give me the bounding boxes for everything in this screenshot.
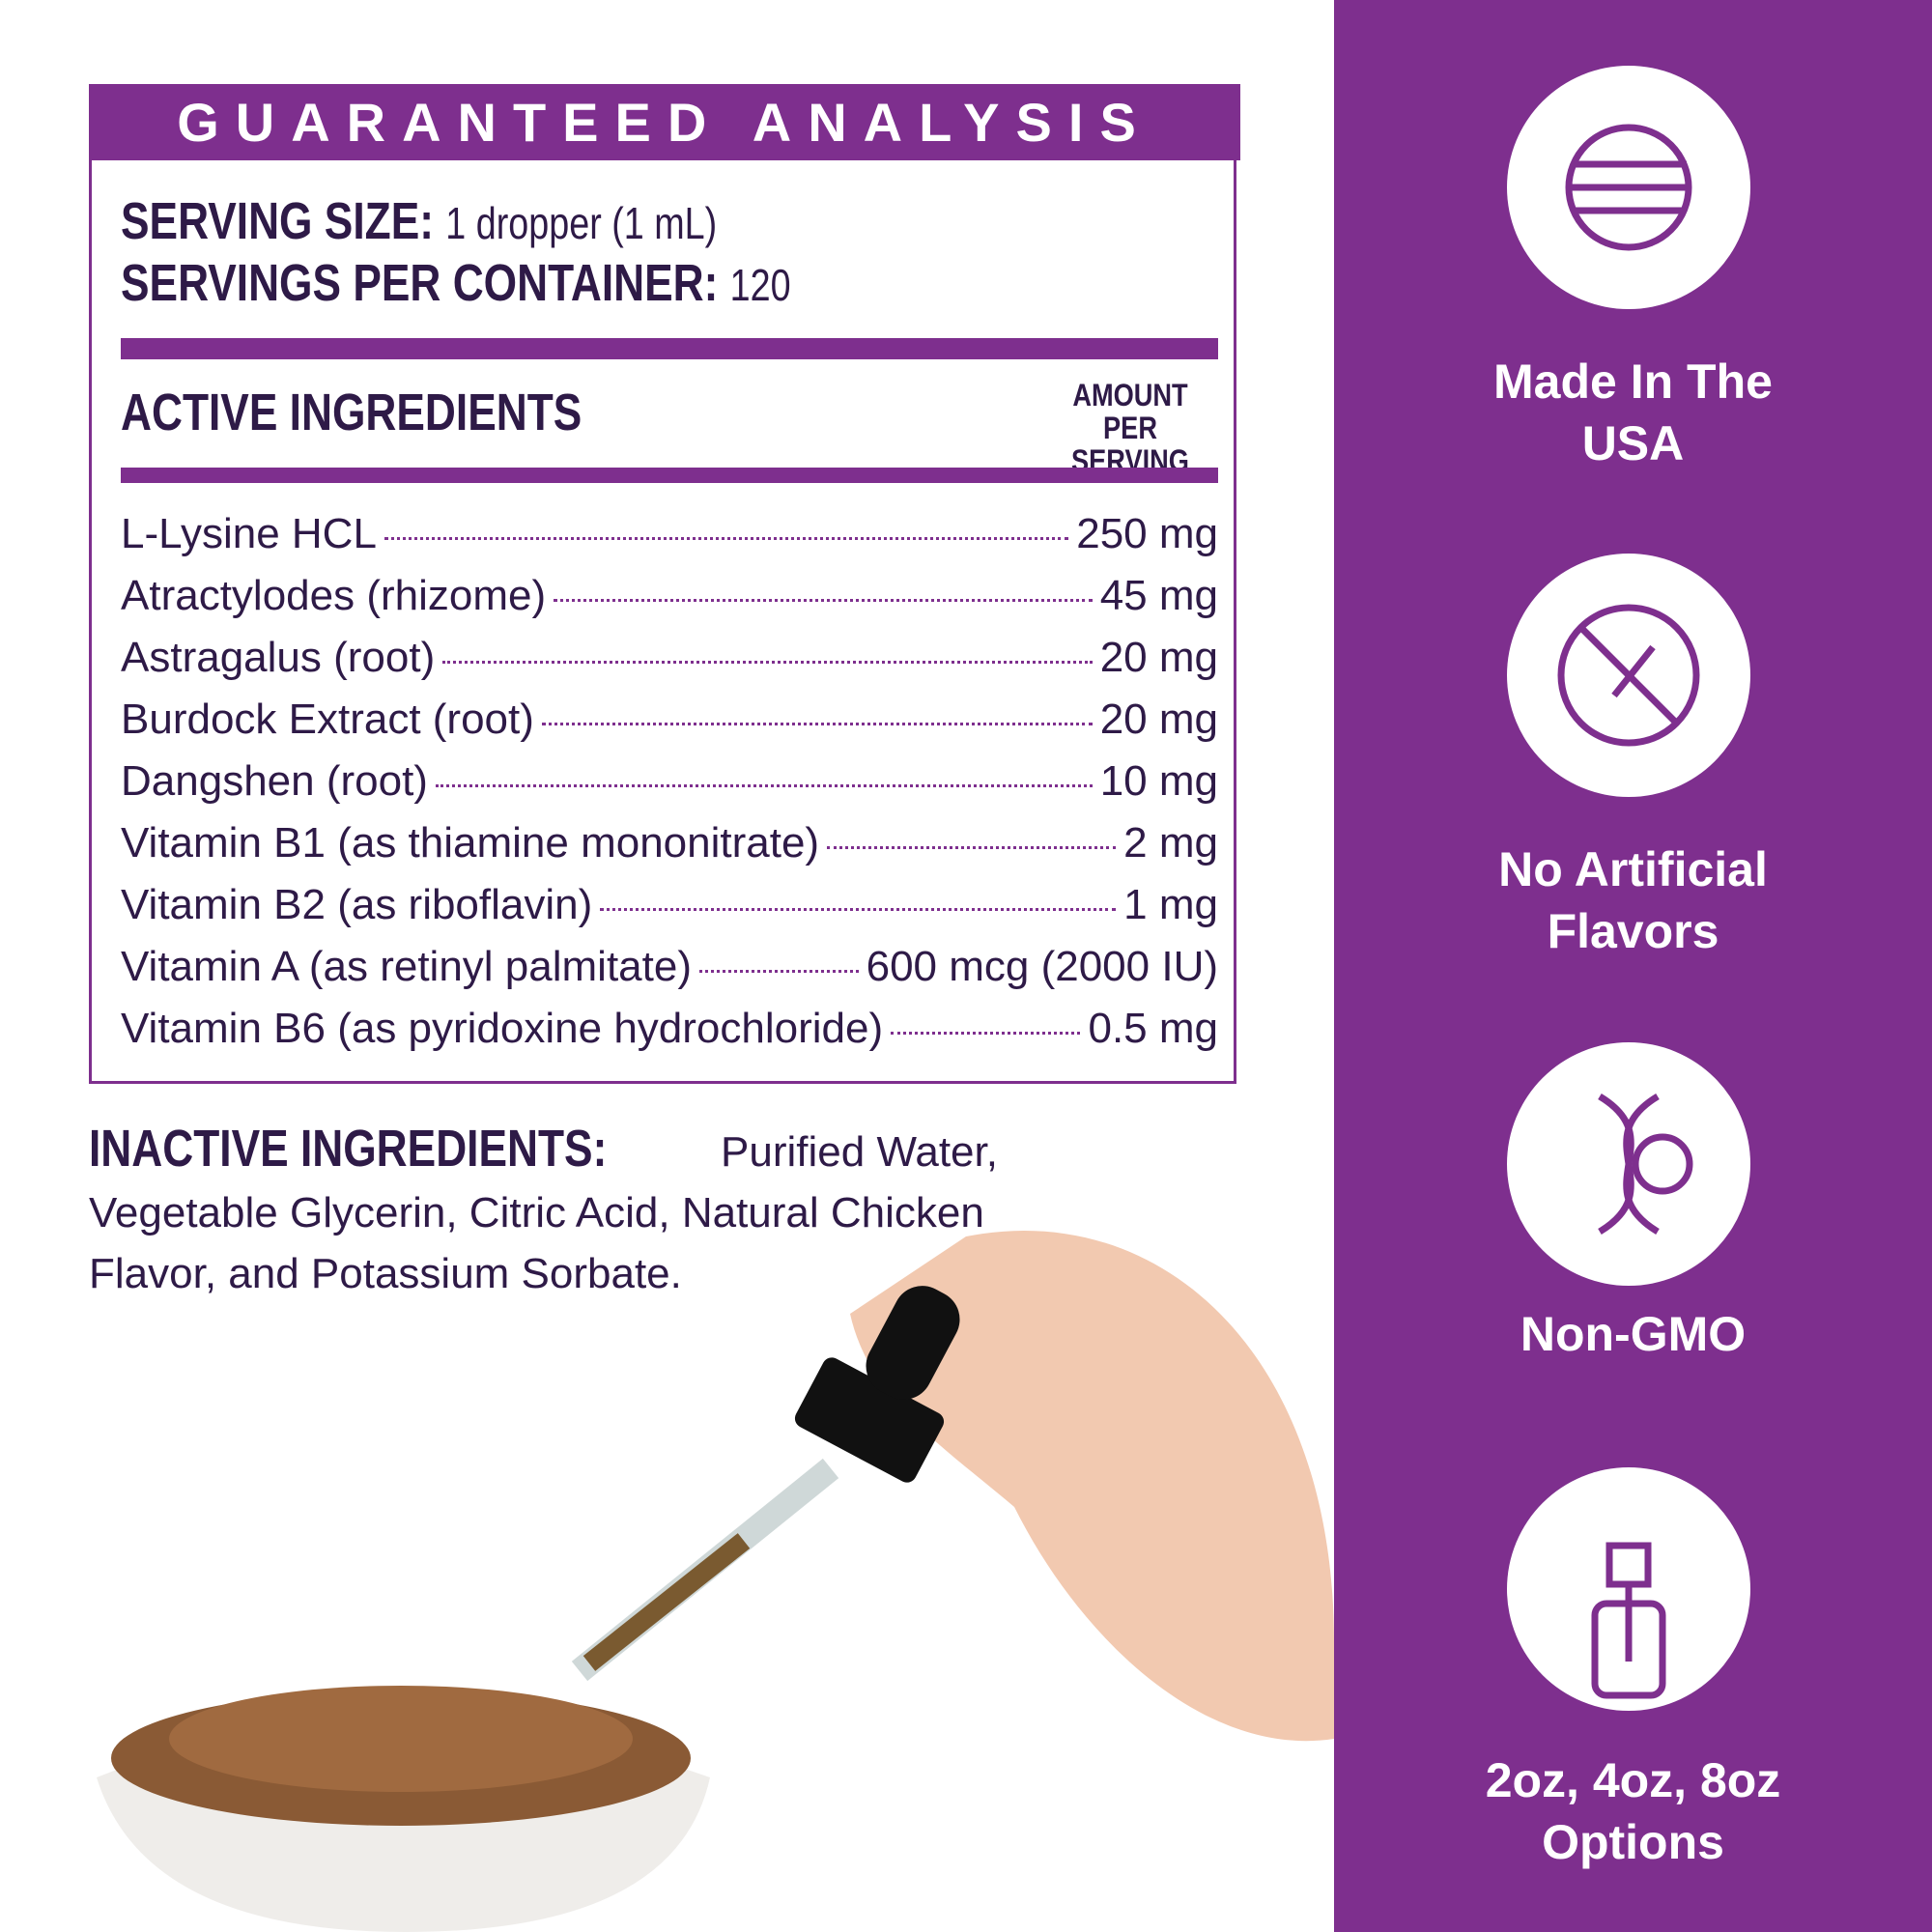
ingredient-list: L-Lysine HCL 250 mg Atractylodes (rhizome)… (121, 510, 1218, 1066)
ingredient-amount: 20 mg (1099, 634, 1218, 681)
ingredient-amount: 10 mg (1099, 757, 1218, 805)
value: 1 dropper (1 mL) (445, 198, 718, 248)
feature-text: 2oz, 4oz, 8oz Options (1485, 1753, 1781, 1869)
ingredient-amount: 1 mg (1123, 881, 1218, 928)
ingredient-name: Vitamin B2 (as riboflavin) (121, 881, 593, 928)
serving-size: SERVING SIZE: 1 dropper (1 mL) (121, 191, 717, 251)
ingredient-name: Vitamin B6 (as pyridoxine hydrochloride) (121, 1005, 884, 1052)
ingredient-name: Vitamin B1 (as thiamine mononitrate) (121, 819, 820, 867)
ingredient-row: Atractylodes (rhizome) 45 mg (121, 572, 1218, 634)
feature-label: Made In The USA (1334, 351, 1932, 474)
label: SERVING SIZE: (121, 192, 434, 250)
ingredient-row: Astragalus (root) 20 mg (121, 634, 1218, 696)
leader (600, 908, 1117, 911)
ingredient-row: Dangshen (root) 10 mg (121, 757, 1218, 819)
ingredient-row: Vitamin A (as retinyl palmitate) 600 mcg … (121, 943, 1218, 1005)
ingredient-amount: 600 mcg (2000 IU) (866, 943, 1218, 990)
leader (384, 537, 1069, 540)
ingredient-name: Burdock Extract (root) (121, 696, 534, 743)
divider (121, 338, 1218, 359)
label: INACTIVE INGREDIENTS: (89, 1120, 608, 1178)
ingredient-name: Atractylodes (rhizome) (121, 572, 547, 619)
ingredient-row: Burdock Extract (root) 20 mg (121, 696, 1218, 757)
ingredient-amount: 20 mg (1099, 696, 1218, 743)
feature-text: Non-GMO (1520, 1307, 1747, 1361)
active-heading: ACTIVE INGREDIENTS (121, 384, 582, 441)
amount-heading: AMOUNT PER SERVING (1071, 378, 1189, 478)
ingredient-name: Dangshen (root) (121, 757, 428, 805)
text: Purified Water, Vegetable Glycerin, Citr… (89, 1128, 998, 1297)
feature-icons (1507, 66, 1750, 1711)
label: SERVINGS PER CONTAINER: (121, 254, 719, 312)
ingredient-row: Vitamin B1 (as thiamine mononitrate) 2 mg (121, 819, 1218, 881)
value: 120 (729, 260, 791, 310)
leader (699, 970, 859, 973)
leader (554, 599, 1093, 602)
ingredient-amount: 0.5 mg (1088, 1005, 1218, 1052)
leader (442, 661, 1093, 664)
ingredient-name: Vitamin A (as retinyl palmitate) (121, 943, 692, 990)
ingredient-name: Astragalus (root) (121, 634, 436, 681)
ingredient-amount: 2 mg (1123, 819, 1218, 867)
ingredient-amount: 45 mg (1099, 572, 1218, 619)
ingredient-row: Vitamin B6 (as pyridoxine hydrochloride)… (121, 1005, 1218, 1066)
feature-text: No Artificial Flavors (1498, 842, 1768, 958)
inactive: INACTIVE INGREDIENTS: Purified Water, Veg… (89, 1119, 1016, 1304)
leader (435, 784, 1093, 787)
feature-label: 2oz, 4oz, 8oz Options (1334, 1749, 1932, 1873)
ingredient-name: L-Lysine HCL (121, 510, 377, 557)
photo (97, 1230, 1334, 1932)
leader (827, 846, 1117, 849)
ingredient-row: L-Lysine HCL 250 mg (121, 510, 1218, 572)
divider (121, 468, 1218, 483)
feature-text: Made In The USA (1493, 355, 1773, 470)
ingredient-row: Vitamin B2 (as riboflavin) 1 mg (121, 881, 1218, 943)
header: GUARANTEED ANALYSIS (89, 84, 1240, 160)
leader (891, 1032, 1081, 1035)
feature-label: Non-GMO (1334, 1303, 1932, 1365)
leader (541, 723, 1093, 725)
feature-label: No Artificial Flavors (1334, 838, 1932, 962)
servings-per-container: SERVINGS PER CONTAINER: 120 (121, 253, 791, 313)
ingredient-amount: 250 mg (1076, 510, 1218, 557)
